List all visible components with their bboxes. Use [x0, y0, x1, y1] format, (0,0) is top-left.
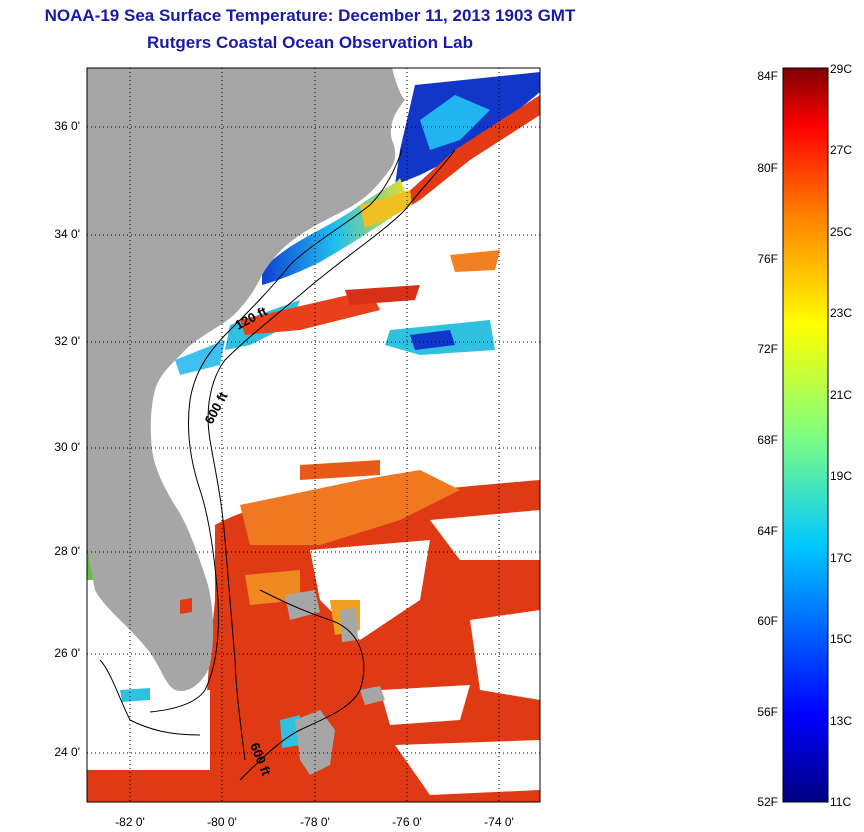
colorbar-f-label: 60F: [757, 614, 778, 628]
colorbar-c-label: 13C: [830, 714, 853, 728]
sst-patches: [87, 72, 540, 802]
lon-tick: -76 0': [392, 815, 422, 829]
colorbar-c-label: 25C: [830, 225, 853, 239]
lon-tick: -74 0': [484, 815, 514, 829]
colorbar-f-label: 52F: [757, 795, 778, 809]
lat-tick: 24 0': [54, 745, 80, 759]
colorbar-c-label: 15C: [830, 632, 853, 646]
colorbar-f-label: 56F: [757, 705, 778, 719]
lon-tick: -80 0': [207, 815, 237, 829]
map-panel: [87, 68, 540, 802]
colorbar-f-label: 72F: [757, 342, 778, 356]
lat-tick: 32 0': [54, 334, 80, 348]
colorbar: [782, 67, 829, 803]
lon-tick: -78 0': [300, 815, 330, 829]
colorbar-f-label: 80F: [757, 161, 778, 175]
colorbar-f-label: 68F: [757, 433, 778, 447]
colorbar-c-label: 27C: [830, 143, 853, 157]
map-frame: [86, 67, 541, 803]
map-title: NOAA-19 Sea Surface Temperature: Decembe…: [44, 6, 576, 25]
colorbar-f-label: 64F: [757, 524, 778, 538]
lon-tick: -82 0': [115, 815, 145, 829]
lat-tick: 26 0': [54, 646, 80, 660]
lat-tick: 34 0': [54, 227, 80, 241]
colorbar-f-label: 84F: [757, 69, 778, 83]
lat-tick: 30 0': [54, 440, 80, 454]
colorbar-c-label: 19C: [830, 469, 853, 483]
colorbar-c-label: 11C: [830, 795, 852, 809]
lat-tick: 36 0': [54, 119, 80, 133]
land-mass: [87, 68, 405, 775]
colorbar-c-label: 29C: [830, 62, 853, 76]
lat-tick: 28 0': [54, 544, 80, 558]
colorbar-c-label: 21C: [830, 388, 853, 402]
colorbar-f-label: 76F: [757, 252, 778, 266]
colorbar-c-label: 23C: [830, 306, 853, 320]
colorbar-c-label: 17C: [830, 551, 853, 565]
map-subtitle: Rutgers Coastal Ocean Observation Lab: [147, 33, 473, 52]
